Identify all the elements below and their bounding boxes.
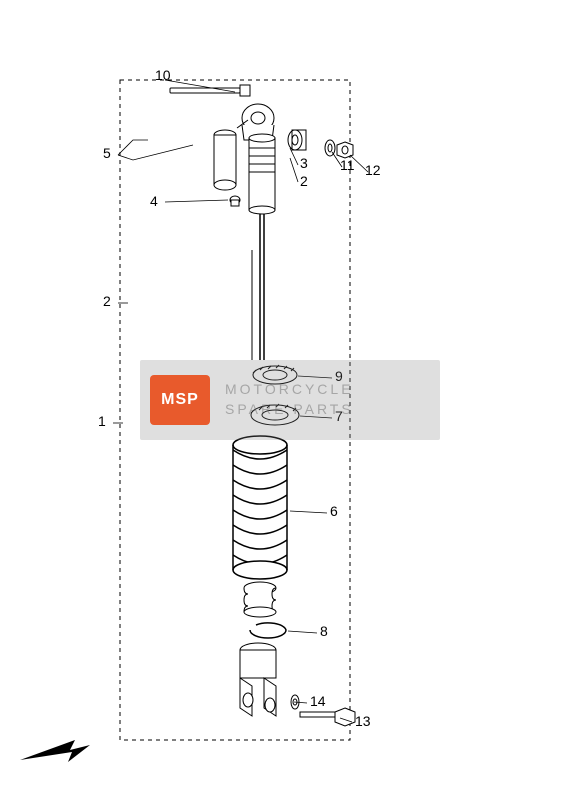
watermark-line1: MOTORCYCLE [225, 380, 354, 400]
callout-4: 4 [150, 193, 158, 209]
part-spring-6 [233, 436, 287, 579]
watermark-overlay: MSP MOTORCYCLE SPARE PARTS [140, 360, 440, 440]
part-bushing-3 [288, 130, 306, 150]
callout-6: 6 [330, 503, 338, 519]
callout-1: 1 [98, 413, 106, 429]
callout-13: 13 [355, 713, 371, 729]
watermark-badge: MSP [150, 375, 210, 425]
callout-14: 14 [310, 693, 326, 709]
part-bolt-13 [300, 708, 355, 726]
callout-12: 12 [365, 162, 381, 178]
watermark-text: MOTORCYCLE SPARE PARTS [225, 380, 354, 419]
part-plug-4 [230, 196, 240, 206]
part-clevis [240, 643, 276, 716]
callout-10: 10 [155, 67, 171, 83]
callout-5: 5 [103, 145, 111, 161]
part-shock-body [249, 134, 275, 214]
callout-2b: 2 [103, 293, 111, 309]
callout-11: 11 [340, 157, 355, 173]
watermark-line2: SPARE PARTS [225, 400, 354, 420]
part-bolt-10 [170, 85, 250, 96]
view-arrow-icon [20, 740, 90, 762]
callout-8: 8 [320, 623, 328, 639]
callout-2a: 2 [300, 173, 308, 189]
part-rod [260, 214, 264, 360]
callout-3: 3 [300, 155, 308, 171]
part-seat [244, 582, 276, 617]
part-clip-8 [250, 623, 286, 638]
